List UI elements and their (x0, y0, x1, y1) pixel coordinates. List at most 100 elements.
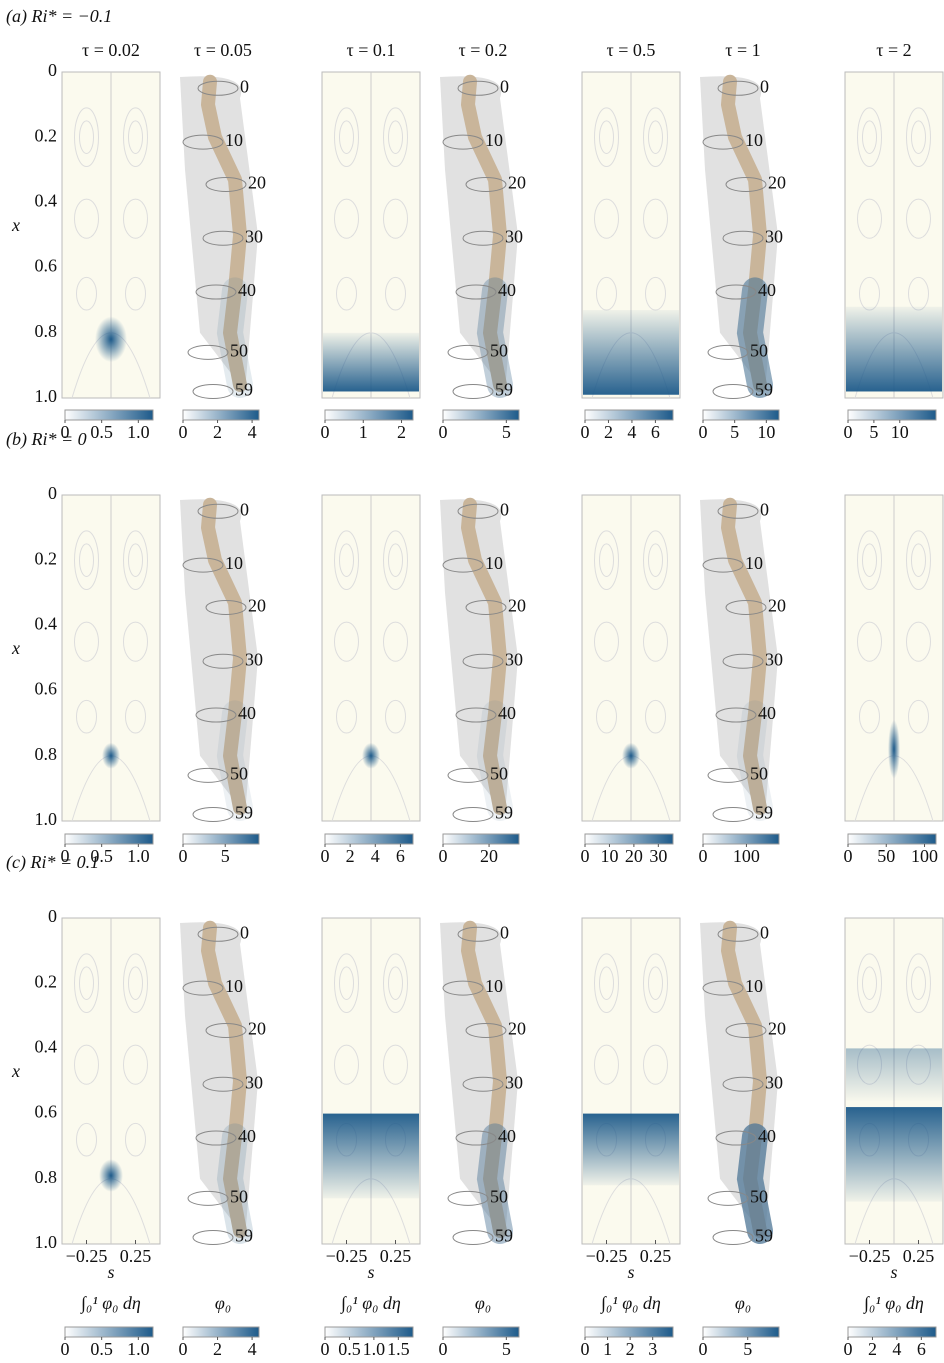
contour-line (125, 276, 146, 311)
slice (447, 1190, 489, 1206)
contour-line (383, 953, 408, 1014)
slice-label: 20 (768, 173, 786, 193)
contour-line (648, 120, 663, 154)
slice (712, 806, 754, 822)
colorbar (182, 409, 260, 421)
s-tick-label: −0.25 (66, 1246, 108, 1266)
slice (717, 926, 759, 942)
slice (455, 707, 497, 723)
contour-line (123, 1044, 148, 1085)
contour-line (74, 621, 99, 662)
contour-line (594, 107, 619, 168)
contour-line (339, 966, 354, 1001)
colorbar (324, 833, 414, 845)
slice (725, 1022, 767, 1038)
contour-panel (581, 917, 681, 1245)
colorbar-tick-label: 6 (917, 1339, 926, 1359)
colorbar-tick-label: 0 (61, 1339, 70, 1359)
contour-line (906, 530, 931, 591)
slice (202, 230, 244, 246)
colorbar-tick-label: 0.5 (90, 422, 113, 442)
s-tick-label: 0.25 (120, 1246, 152, 1266)
slice-label: 40 (498, 280, 516, 300)
contour-line (74, 107, 99, 168)
colorbar-tick-label: 1.0 (363, 1339, 386, 1359)
slice (462, 230, 504, 246)
y-tick-label: 0.4 (35, 1037, 58, 1057)
contour-line (383, 107, 408, 168)
slice (457, 926, 499, 942)
slice-label: 20 (248, 173, 266, 193)
slice-label: 59 (235, 1226, 253, 1246)
slice-label: 30 (765, 226, 783, 246)
slice-label: 0 (240, 922, 249, 942)
y-tick-label: 0.8 (35, 1167, 58, 1187)
slice-label: 10 (225, 553, 243, 573)
slice (192, 383, 234, 399)
colorbar-tick-label: 2 (626, 1339, 635, 1359)
slice (707, 1190, 749, 1206)
slice (192, 806, 234, 822)
slice-label: 0 (500, 922, 509, 942)
slice (465, 176, 507, 192)
colorbar-tick-label: 5 (221, 846, 230, 866)
tau-label: τ = 2 (876, 40, 911, 60)
contour-line (383, 198, 408, 239)
slice-label: 20 (508, 1019, 526, 1039)
colorbar-tick-label: 0 (321, 422, 330, 442)
slice (442, 980, 484, 996)
tube (461, 74, 507, 392)
contour-line (128, 966, 143, 1001)
slice-label: 0 (500, 499, 509, 519)
slice-label: 30 (245, 226, 263, 246)
slice-label: 40 (758, 280, 776, 300)
contour-line (388, 966, 403, 1001)
row-label: (b) Ri* = 0 (6, 429, 87, 450)
slice-label: 10 (745, 130, 763, 150)
slice-label: 50 (230, 340, 248, 360)
slice (205, 1022, 247, 1038)
slice-label: 30 (505, 226, 523, 246)
tau-label: τ = 0.02 (82, 40, 140, 60)
contour-line (388, 120, 403, 154)
slice-label: 59 (235, 803, 253, 823)
s-tick-label: −0.25 (326, 1246, 368, 1266)
y-tick-label: 1.0 (35, 809, 58, 829)
contour-line (79, 966, 94, 1001)
contour-line (599, 543, 614, 578)
contour-line (906, 198, 931, 239)
slice-label: 20 (508, 173, 526, 193)
slice (202, 1076, 244, 1092)
contour-line (594, 621, 619, 662)
contour-line (643, 621, 668, 662)
contour-line (74, 1044, 99, 1085)
contour-line (334, 953, 359, 1014)
colorbar-tick-label: 4 (627, 422, 636, 442)
contour-line (906, 953, 931, 1014)
contour-line (857, 530, 882, 591)
slice (715, 1130, 757, 1146)
slice (725, 599, 767, 615)
tube (721, 497, 767, 815)
slice (187, 767, 229, 783)
y-tick-label: 0 (48, 906, 57, 926)
colorbar-tick-label: 4 (371, 846, 380, 866)
colorbar-tick-label: 0.5 (90, 846, 113, 866)
colorbar-tick-label: 0 (179, 846, 188, 866)
contour-line (643, 1044, 668, 1085)
slice-label: 10 (485, 553, 503, 573)
colorbar-tick-label: 6 (651, 422, 660, 442)
colorbar (182, 1326, 260, 1338)
colorbar-tick-label: 2 (346, 846, 355, 866)
colorbar-title: φ₀ (735, 1293, 751, 1313)
contour-line (594, 1044, 619, 1085)
contour-line (336, 276, 357, 311)
contour-line (908, 699, 929, 734)
slice-label: 10 (745, 976, 763, 996)
colorbar-tick-label: 0 (61, 846, 70, 866)
y-tick-label: 0.6 (35, 256, 58, 276)
slice-label: 40 (238, 703, 256, 723)
slice (465, 1022, 507, 1038)
slice-label: 20 (508, 596, 526, 616)
contour-line (76, 699, 97, 734)
